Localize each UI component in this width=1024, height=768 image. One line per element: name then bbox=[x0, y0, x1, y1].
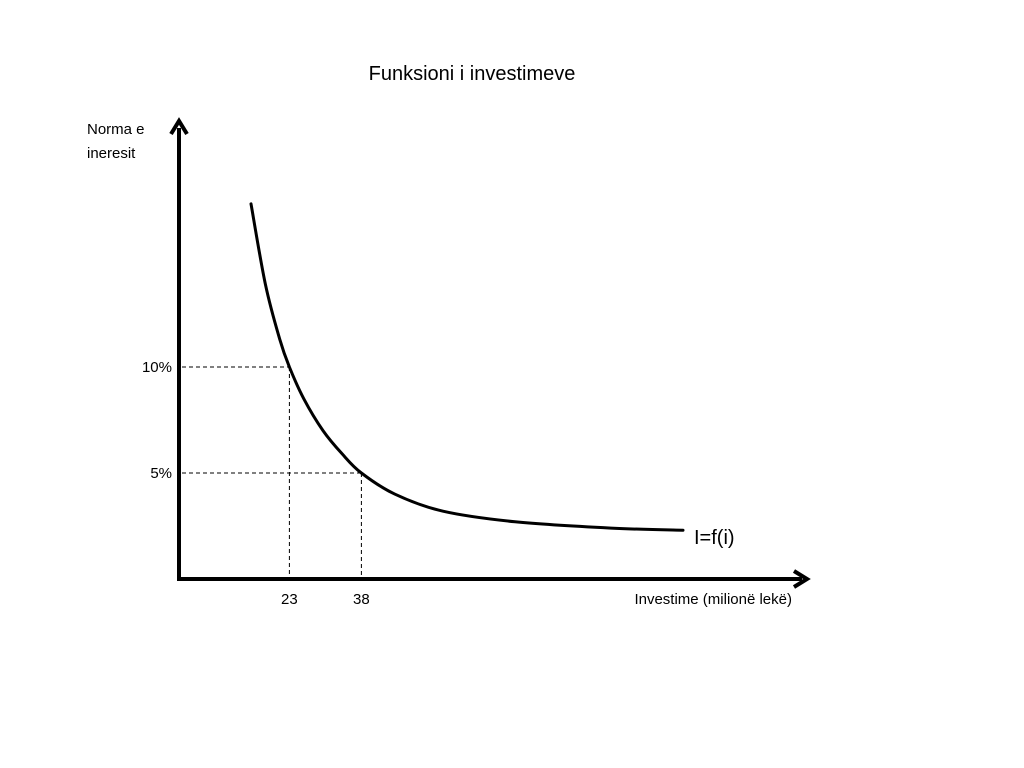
x-tick-label: 38 bbox=[353, 591, 370, 608]
y-axis-label-line-2: ineresit bbox=[87, 145, 136, 162]
chart-marks: 10% 23 5% 38 I=f(i) bbox=[142, 202, 735, 608]
y-tick-label: 5% bbox=[150, 465, 172, 482]
x-axis-arrow bbox=[792, 569, 811, 589]
y-axis-label-line-1: Norma e bbox=[87, 121, 145, 138]
y-tick-label: 10% bbox=[142, 359, 172, 376]
series-label: I=f(i) bbox=[694, 527, 735, 549]
chart-title: Funksioni i investimeve bbox=[369, 63, 576, 85]
x-axis-label: Investime (milionë lekë) bbox=[634, 591, 792, 608]
series-line-investment-curve bbox=[249, 202, 685, 532]
x-tick-label: 23 bbox=[281, 591, 298, 608]
y-axis-arrow bbox=[169, 117, 189, 136]
